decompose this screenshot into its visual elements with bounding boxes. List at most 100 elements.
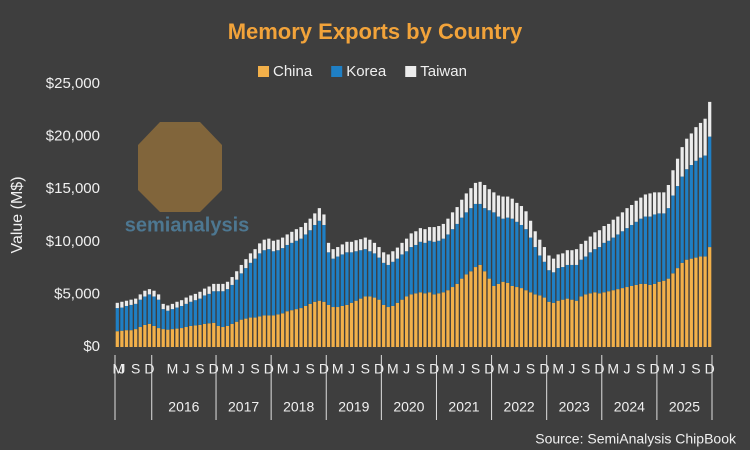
bar-segment xyxy=(386,307,390,347)
bar-segment xyxy=(607,240,611,292)
bar-segment xyxy=(152,325,156,347)
bar-segment xyxy=(308,230,312,304)
bar-segment xyxy=(157,294,161,300)
bar-segment xyxy=(349,241,354,253)
bar-segment xyxy=(487,189,491,211)
bar-segment xyxy=(703,256,707,347)
bar-segment xyxy=(432,241,436,295)
bar-segment xyxy=(574,249,579,265)
legend-label: Taiwan xyxy=(420,63,467,80)
bar-segment xyxy=(267,315,271,347)
x-tick-label: M xyxy=(497,361,509,377)
bar-segment xyxy=(423,229,427,243)
bar-segment xyxy=(446,290,450,347)
bar-segment xyxy=(225,281,230,290)
x-tick-label: J xyxy=(568,361,575,377)
bar-segment xyxy=(547,301,551,347)
bar-segment xyxy=(414,231,418,245)
bar-segment xyxy=(616,216,620,235)
bar-segment xyxy=(427,240,432,293)
bar-segment xyxy=(450,287,455,347)
bar-segment xyxy=(290,310,294,347)
bar-segment xyxy=(193,325,197,347)
bar-segment xyxy=(143,290,147,297)
bar-segment xyxy=(510,285,514,347)
bar-segment xyxy=(317,208,321,221)
bar-segment xyxy=(368,296,372,347)
bar-segment xyxy=(648,284,652,347)
bar-segment xyxy=(189,301,193,326)
y-tick-label: $5,000 xyxy=(54,285,100,302)
bar-segment xyxy=(152,296,156,326)
bar-segment xyxy=(675,158,680,187)
bar-segment xyxy=(198,291,202,299)
bar-segment xyxy=(409,294,413,347)
x-tick-label: D xyxy=(429,361,439,377)
bar-segment xyxy=(391,305,395,347)
bar-segment xyxy=(322,301,326,347)
x-tick-label: M xyxy=(332,361,344,377)
bar-segment xyxy=(345,304,349,347)
x-tick-label: S xyxy=(306,361,315,377)
bar-segment xyxy=(175,328,179,347)
bar-segment xyxy=(147,289,152,295)
x-tick-label: D xyxy=(374,361,384,377)
bar-segment xyxy=(349,302,354,347)
bar-segment xyxy=(120,307,124,331)
bar-segment xyxy=(643,194,648,217)
bar-segment xyxy=(437,226,441,241)
bar-segment xyxy=(427,227,432,241)
x-tick-label: S xyxy=(361,361,370,377)
bar-segment xyxy=(432,294,436,347)
bar-segment xyxy=(561,253,565,268)
x-tick-label: S xyxy=(691,361,700,377)
bar-segment xyxy=(469,208,473,272)
bar-segment xyxy=(473,267,478,347)
bar-segment xyxy=(547,270,551,302)
bar-segment xyxy=(551,272,556,303)
x-tick-label: D xyxy=(484,361,494,377)
bar-segment xyxy=(483,208,487,272)
bar-segment xyxy=(528,237,533,293)
chart-title: Memory Exports by Country xyxy=(228,19,523,44)
bar-segment xyxy=(202,295,207,324)
x-tick-label: S xyxy=(526,361,535,377)
bar-segment xyxy=(331,307,335,347)
bar-segment xyxy=(460,278,464,347)
bar-segment xyxy=(602,292,606,347)
bar-segment xyxy=(202,323,207,347)
bar-segment xyxy=(313,213,317,225)
bar-segment xyxy=(689,133,693,166)
x-tick-label: J xyxy=(624,361,631,377)
bar-segment xyxy=(189,295,193,302)
bar-segment xyxy=(542,261,546,298)
x-group-label: 2020 xyxy=(393,399,424,415)
bar-segment xyxy=(354,251,358,301)
bar-segment xyxy=(285,311,289,347)
bar-segment xyxy=(446,218,450,235)
x-group-label: 2018 xyxy=(283,399,314,415)
bar-segment xyxy=(450,229,455,288)
bar-segment xyxy=(464,274,468,347)
bar-segment xyxy=(138,327,142,347)
bar-segment xyxy=(377,257,381,300)
bar-segment xyxy=(570,264,574,300)
bar-segment xyxy=(584,294,588,347)
bar-segment xyxy=(570,250,574,265)
bar-segment xyxy=(652,192,657,215)
bar-segment xyxy=(391,251,395,262)
bar-segment xyxy=(235,271,239,280)
bar-segment xyxy=(400,242,404,255)
bar-segment xyxy=(496,195,501,217)
x-group-label: 2019 xyxy=(338,399,369,415)
bar-segment xyxy=(317,220,321,301)
bar-segment xyxy=(441,238,445,293)
bar-segment xyxy=(193,300,197,326)
bar-segment xyxy=(574,264,579,301)
bar-segment xyxy=(698,256,703,347)
x-group-label: 2016 xyxy=(168,399,199,415)
bar-segment xyxy=(395,302,400,347)
bar-segment xyxy=(359,239,363,251)
bar-segment xyxy=(322,224,326,302)
